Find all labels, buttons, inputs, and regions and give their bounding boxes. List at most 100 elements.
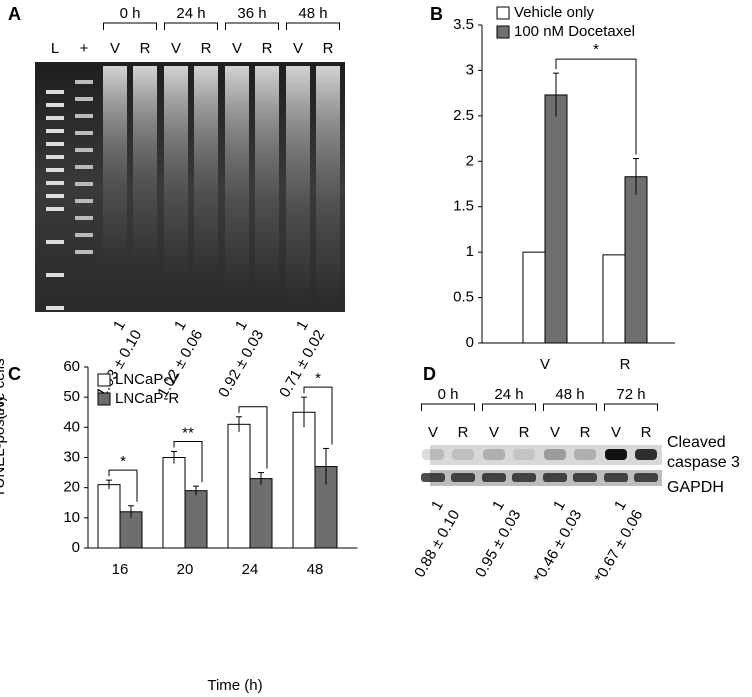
gel-lane: [164, 66, 188, 278]
legend-swatch: [496, 6, 510, 20]
ratio-label: 1: [293, 317, 312, 333]
ratio-label: 1: [428, 497, 447, 513]
ladder-band: [46, 194, 64, 198]
y-tick-label: 40: [63, 418, 80, 435]
bar: [249, 478, 273, 549]
y-tick-label: 30: [63, 448, 80, 465]
gapdh-band: [573, 473, 597, 482]
error-bar: [258, 472, 264, 485]
ratio-label: 0.92 ± 0.03: [215, 327, 267, 400]
y-tick-label: 2: [466, 152, 474, 169]
group-bracket: [543, 403, 597, 411]
control-band: [75, 131, 93, 135]
error-bar: [301, 396, 307, 428]
group-label: 72 h: [616, 386, 645, 403]
gapdh-band: [604, 473, 628, 482]
y-label-line: (%): [0, 396, 8, 419]
error-bar: [171, 450, 177, 464]
cleaved-band: [452, 449, 474, 460]
gapdh-band: [512, 473, 536, 482]
x-tick-label: 20: [177, 561, 194, 578]
y-tick-label: 50: [63, 388, 80, 405]
error-bar: [106, 479, 112, 490]
cleaved-band: [635, 449, 657, 460]
group-bracket: [103, 22, 157, 30]
lane-label: V: [110, 40, 120, 57]
ratio-labels: 10.71 ± 0.02: [276, 317, 328, 400]
ratio-labels: 10.92 ± 0.03: [215, 317, 267, 400]
legend-swatch: [496, 25, 510, 39]
significance-bracket: [303, 386, 333, 445]
legend-swatch: [97, 373, 111, 387]
ratio-label: 0.71 ± 0.02: [276, 327, 328, 400]
ratio-label: 0.95 ± 0.03: [472, 507, 524, 580]
legend-swatch: [97, 392, 111, 406]
ratio-labels: 11.02 ± 0.06: [154, 317, 206, 400]
control-band: [75, 80, 93, 84]
significance-label: *: [593, 41, 599, 58]
ladder-band: [46, 240, 64, 244]
y-tick-label: 10: [63, 509, 80, 526]
control-band: [75, 165, 93, 169]
y-label-line: TUNEL-positive cells: [0, 358, 8, 497]
cleaved-band: [513, 449, 535, 460]
gapdh-band: [543, 473, 567, 482]
bar: [97, 484, 121, 549]
lane-label: +: [80, 40, 89, 57]
gel-lane: [103, 66, 127, 266]
group-label: 24 h: [176, 5, 205, 22]
group-label: 48 h: [298, 5, 327, 22]
error-bar: [236, 416, 242, 432]
bar: [522, 251, 546, 344]
ladder-band: [46, 207, 64, 211]
legend-label: 100 nM Docetaxel: [514, 23, 635, 40]
significance-label: *: [120, 453, 126, 470]
y-tick-label: 0.5: [453, 289, 474, 306]
y-tick-label: 0: [466, 334, 474, 351]
lane-label: V: [489, 424, 499, 441]
blot-label: GAPDH: [667, 479, 724, 496]
control-band: [75, 97, 93, 101]
cleaved-band: [422, 449, 444, 460]
ladder-band: [46, 306, 64, 310]
group-bracket: [225, 22, 279, 30]
legend-label: LNCaP-R: [115, 390, 179, 407]
group-label: 0 h: [438, 386, 459, 403]
panel-label: A: [8, 4, 21, 24]
ratio-labels: 1*0.67 ± 0.06: [591, 497, 646, 585]
legend-label: Vehicle only: [514, 4, 595, 21]
panel-label: B: [430, 4, 443, 24]
y-tick-label: 0: [72, 539, 80, 556]
significance-bracket: [555, 58, 637, 155]
group-bracket: [164, 22, 218, 30]
ratio-label: *0.67 ± 0.06: [591, 507, 646, 585]
gel-lane: [133, 66, 157, 266]
significance-bracket: [173, 440, 203, 483]
ratio-labels: 10.88 ± 0.10: [411, 497, 463, 580]
significance-bracket: [108, 469, 138, 502]
lane-label: R: [201, 40, 212, 57]
cleaved-band: [605, 449, 627, 460]
lane-label: R: [519, 424, 530, 441]
ratio-labels: 10.95 ± 0.03: [472, 497, 524, 580]
x-tick-label: R: [620, 356, 631, 373]
bar: [624, 176, 648, 344]
group-label: 24 h: [494, 386, 523, 403]
ladder-band: [46, 129, 64, 133]
significance-label: **: [182, 424, 194, 441]
error-bar: [323, 447, 329, 485]
lane-label: V: [171, 40, 181, 57]
bar: [184, 490, 208, 549]
group-label: 0 h: [120, 5, 141, 22]
lane-label: R: [140, 40, 151, 57]
x-tick-label: 48: [307, 561, 324, 578]
group-bracket: [421, 403, 475, 411]
blot-cleaved: [430, 445, 662, 465]
legend-label: LNCaP-V: [115, 371, 178, 388]
group-bracket: [482, 403, 536, 411]
lane-label: R: [641, 424, 652, 441]
control-band: [75, 233, 93, 237]
bar: [602, 254, 626, 344]
significance-label: *: [315, 370, 321, 387]
y-tick-label: 1.5: [453, 198, 474, 215]
